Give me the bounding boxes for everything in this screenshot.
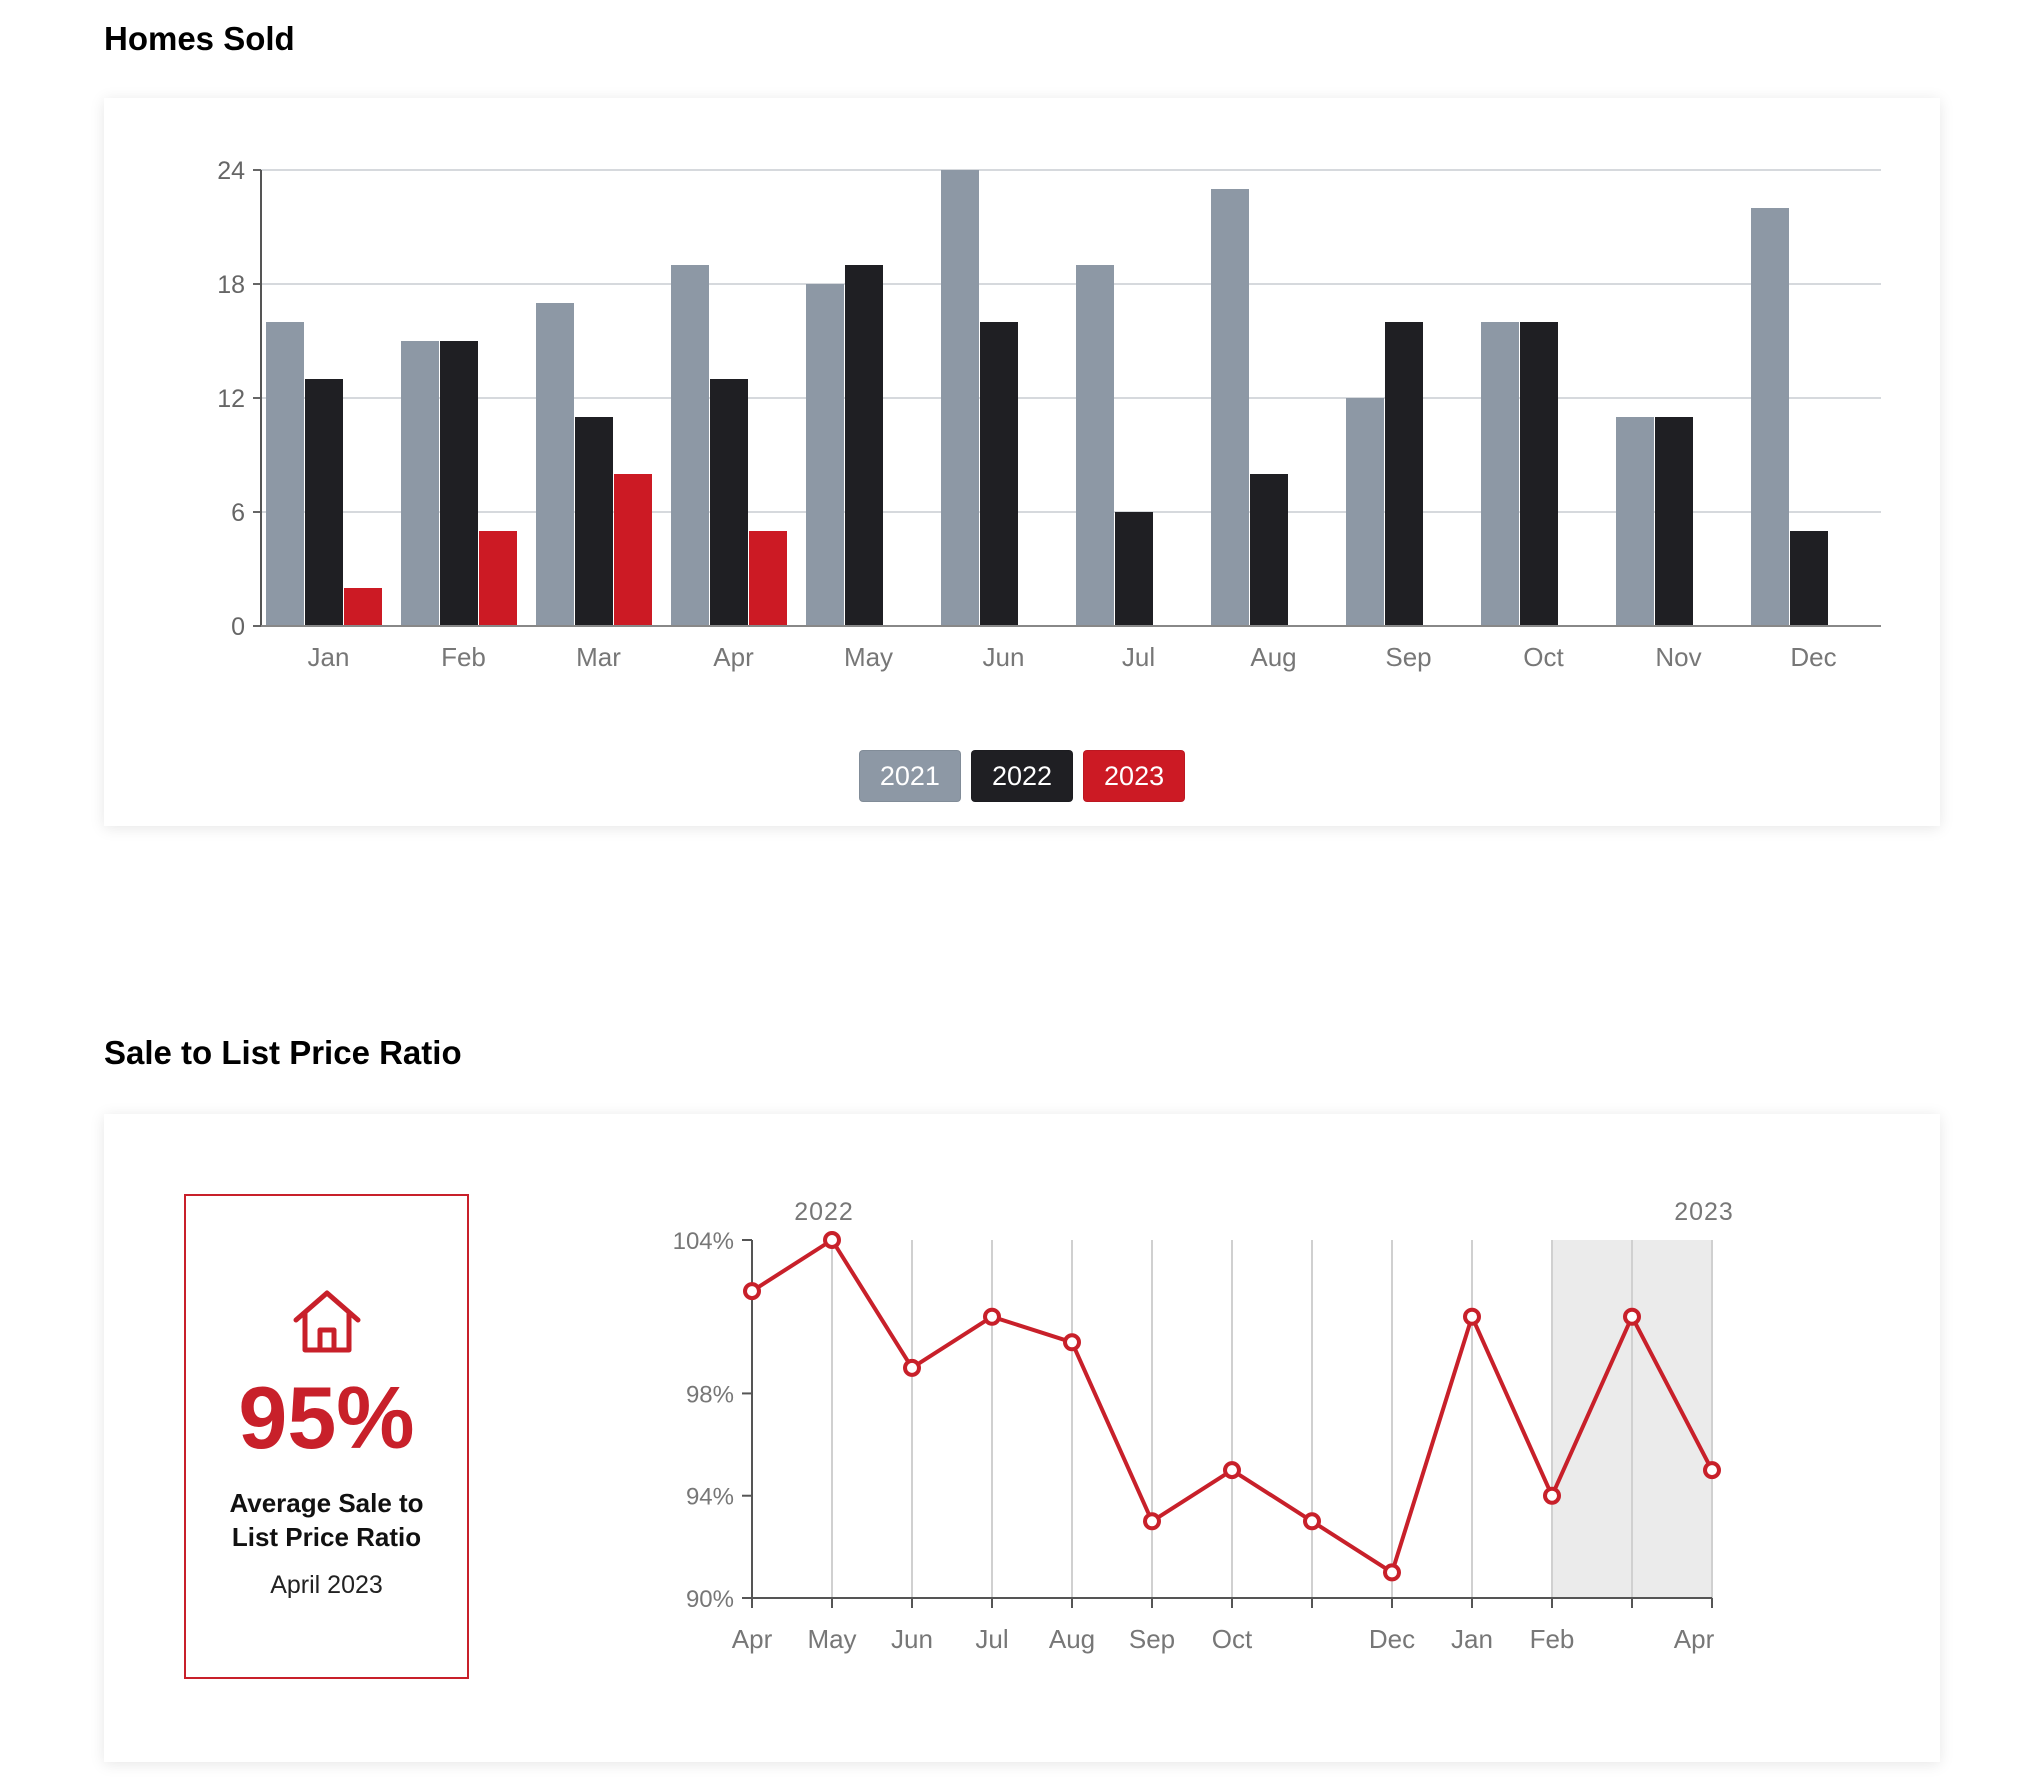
bar-2021-jan: [266, 322, 304, 626]
x-tick-label: Sep: [1129, 1624, 1175, 1654]
bar-2021-aug: [1211, 189, 1249, 626]
kpi-date: April 2023: [270, 1571, 383, 1599]
bar-2022-apr: [710, 379, 748, 626]
y-tick-label: 24: [217, 157, 245, 185]
x-tick-label: Jun: [891, 1624, 933, 1654]
bar-2023-jan: [344, 588, 382, 626]
ratio-title: Sale to List Price Ratio: [104, 1034, 462, 1071]
data-point-dec: [1383, 1563, 1401, 1582]
data-point-aug: [1063, 1333, 1081, 1352]
x-tick-label: Apr: [1674, 1624, 1715, 1654]
bar-2023-mar: [614, 474, 652, 626]
data-point-may: [823, 1231, 841, 1249]
homes-sold-title: Homes Sold: [104, 20, 295, 57]
bar-2021-nov: [1616, 417, 1654, 626]
y-tick-label: 98%: [686, 1381, 734, 1408]
ratio-card: 95% Average Sale to List Price Ratio Apr…: [104, 1114, 1940, 1762]
data-point-apr: [1703, 1461, 1721, 1480]
x-tick-label: Feb: [1530, 1624, 1575, 1654]
data-point-oct: [1223, 1461, 1241, 1480]
x-tick-label: Aug: [1049, 1624, 1095, 1654]
x-tick-label: Aug: [1250, 642, 1296, 672]
legend-2023[interactable]: 2023: [1083, 750, 1186, 802]
x-tick-label: Oct: [1523, 642, 1564, 672]
bar-2021-dec: [1751, 208, 1789, 626]
bar-2022-mar: [575, 417, 613, 626]
x-tick-label: Dec: [1790, 642, 1836, 672]
data-point-feb: [1543, 1486, 1561, 1505]
bar-2021-feb: [401, 341, 439, 626]
kpi-box: 95% Average Sale to List Price Ratio Apr…: [184, 1194, 469, 1679]
bar-2022-oct: [1520, 322, 1558, 626]
bar-2022-jan: [305, 379, 343, 626]
kpi-label: Average Sale to List Price Ratio: [229, 1488, 424, 1552]
bar-2022-may: [845, 265, 883, 626]
bar-2022-dec: [1790, 531, 1828, 626]
y-tick-label: 90%: [686, 1586, 734, 1613]
bar-2021-may: [806, 284, 844, 626]
data-point-apr: [743, 1282, 761, 1301]
bar-2022-nov: [1655, 417, 1693, 626]
y-tick-label: 104%: [673, 1228, 734, 1255]
data-point-mar: [1623, 1307, 1641, 1326]
x-tick-label: Feb: [441, 642, 486, 672]
y-tick-label: 94%: [686, 1484, 734, 1511]
bar-2021-sep: [1346, 398, 1384, 626]
legend-2021[interactable]: 2021: [858, 750, 961, 802]
data-point-sep: [1143, 1512, 1161, 1531]
y-tick-label: 18: [217, 271, 245, 299]
bar-2022-sep: [1385, 322, 1423, 626]
ratio-line-chart: 90% 94% 98% 104% Apr May Jun Jul Aug Sep Oct Dec Jan…: [673, 1198, 1734, 1654]
y-tick-label: 6: [231, 499, 245, 527]
y-tick-label: 0: [231, 613, 245, 641]
x-tick-label: Jul: [1122, 642, 1155, 672]
x-tick-label: Jan: [308, 642, 350, 672]
data-point-jun: [903, 1358, 921, 1377]
bar-2022-feb: [440, 341, 478, 626]
year-label: 2022: [794, 1198, 854, 1226]
bar-2022-jul: [1115, 512, 1153, 626]
data-point-jan: [1463, 1307, 1481, 1326]
y-tick-label: 12: [217, 385, 245, 413]
x-tick-label: Mar: [576, 642, 621, 672]
x-tick-label: Apr: [732, 1624, 773, 1654]
data-point-nov: [1303, 1512, 1321, 1531]
x-tick-label: Oct: [1212, 1624, 1253, 1654]
bar-2021-oct: [1481, 322, 1519, 626]
x-tick-label: May: [807, 1624, 856, 1654]
bar-2021-jun: [941, 170, 979, 626]
bar-2021-apr: [671, 265, 709, 626]
bar-2022-aug: [1250, 474, 1288, 626]
bar-2021-mar: [536, 303, 574, 626]
bar-2022-jun: [980, 322, 1018, 626]
homes-sold-chart: 0 6 12 18 24 Jan Feb Mar Apr May Jun Jul Aug Sep Oct No…: [217, 157, 1881, 672]
data-point-jul: [983, 1307, 1001, 1326]
x-tick-label: Jul: [975, 1624, 1008, 1654]
chart-legend: 2021 2022 2023: [104, 750, 1940, 802]
homes-sold-card: 0 6 12 18 24 Jan Feb Mar Apr May Jun Jul Aug Sep Oct No…: [104, 98, 1940, 826]
x-tick-label: Nov: [1655, 642, 1701, 672]
x-tick-label: Jun: [983, 642, 1025, 672]
kpi-value: 95%: [238, 1368, 415, 1467]
x-tick-label: May: [844, 642, 893, 672]
x-tick-label: Sep: [1385, 642, 1431, 672]
bar-2021-jul: [1076, 265, 1114, 626]
year-label: 2023: [1674, 1198, 1734, 1226]
bar-2023-apr: [749, 531, 787, 626]
x-tick-label: Dec: [1369, 1624, 1415, 1654]
x-tick-label: Jan: [1451, 1624, 1493, 1654]
bar-2023-feb: [479, 531, 517, 626]
house-icon: [293, 1290, 361, 1353]
x-tick-label: Apr: [713, 642, 754, 672]
legend-2022[interactable]: 2022: [970, 750, 1074, 802]
